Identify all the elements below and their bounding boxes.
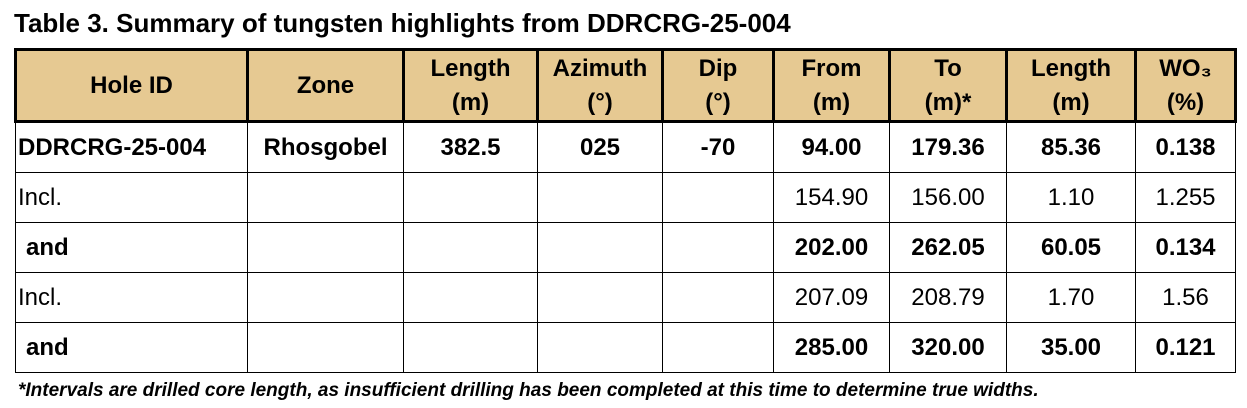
empty-cell (403, 172, 538, 223)
empty-cell (247, 172, 404, 223)
header-line: From (801, 54, 862, 82)
header-line: (m) (1052, 88, 1090, 116)
footnote: *Intervals are drilled core length, as i… (18, 380, 1039, 401)
table-cell: 0.121 (1135, 322, 1236, 373)
table-cell: 208.79 (889, 272, 1007, 323)
empty-cell (662, 272, 774, 323)
table-cell: 202.00 (773, 222, 890, 273)
table-cell: DDRCRG-25-004 (15, 121, 248, 173)
table-cell: and (15, 322, 248, 373)
empty-cell (662, 222, 774, 273)
empty-cell (537, 172, 663, 223)
header-line: (m) (812, 88, 851, 116)
table-row: and 202.00 262.05 60.05 0.134 (15, 222, 1236, 273)
header-line: (%) (1166, 88, 1205, 116)
empty-cell (537, 222, 663, 273)
empty-cell (662, 172, 774, 223)
table-title: Table 3. Summary of tungsten highlights … (14, 8, 791, 38)
table-cell: and (15, 222, 248, 273)
empty-cell (403, 222, 538, 273)
header-line: (°) (705, 88, 731, 116)
header-line: To (934, 54, 962, 82)
table-cell: Incl. (15, 172, 248, 223)
table-row: and 285.00 320.00 35.00 0.121 (15, 322, 1236, 373)
table-cell: 0.138 (1135, 121, 1236, 173)
header-line: Hole ID (90, 71, 173, 99)
table-row: Incl. 207.09 208.79 1.70 1.56 (15, 272, 1236, 323)
header-row: Hole ID Zone Length (m) Azimuth (°) Dip (°) From… (14, 48, 1237, 123)
table-cell: 179.36 (889, 121, 1007, 173)
header-line: Azimuth (552, 54, 648, 82)
table-cell: 025 (537, 121, 663, 173)
header-cell: Zone (246, 48, 405, 123)
empty-cell (662, 322, 774, 373)
header-cell: Azimuth (°) (536, 48, 664, 123)
table-cell: 1.56 (1135, 272, 1236, 323)
empty-cell (537, 322, 663, 373)
table-cell: 60.05 (1006, 222, 1136, 273)
header-line: (°) (587, 88, 613, 116)
header-line: Dip (698, 54, 738, 82)
header-cell: WO₃ (%) (1134, 48, 1237, 123)
header-line: Zone (296, 71, 355, 99)
empty-cell (247, 272, 404, 323)
table-cell: 1.255 (1135, 172, 1236, 223)
table-row: Incl. 154.90 156.00 1.10 1.255 (15, 172, 1236, 223)
header-line: Length (1031, 54, 1111, 82)
table-cell: 154.90 (773, 172, 890, 223)
empty-cell (403, 272, 538, 323)
table-cell: 262.05 (889, 222, 1007, 273)
table-cell: 320.00 (889, 322, 1007, 373)
table-cell: 94.00 (773, 121, 890, 173)
header-cell: Hole ID (14, 48, 249, 123)
table-cell: 156.00 (889, 172, 1007, 223)
table-cell: 1.70 (1006, 272, 1136, 323)
empty-cell (247, 222, 404, 273)
header-cell: Length (m) (1005, 48, 1137, 123)
header-cell: To (m)* (888, 48, 1008, 123)
empty-cell (247, 322, 404, 373)
header-line: (m)* (924, 88, 972, 116)
header-cell: Dip (°) (661, 48, 775, 123)
table-cell: 0.134 (1135, 222, 1236, 273)
table-row: DDRCRG-25-004 Rhosgobel 382.5 025 -70 94.00 17… (15, 121, 1236, 173)
header-cell: Length (m) (402, 48, 539, 123)
empty-cell (537, 272, 663, 323)
data-table: Hole ID Zone Length (m) Azimuth (°) Dip (°) From… (14, 48, 1237, 373)
table-cell: -70 (662, 121, 774, 173)
table-cell: 35.00 (1006, 322, 1136, 373)
table-cell: Rhosgobel (247, 121, 404, 173)
table-cell: Incl. (15, 272, 248, 323)
header-line: (m) (451, 88, 490, 116)
table-cell: 285.00 (773, 322, 890, 373)
header-line: WO₃ (1159, 54, 1212, 82)
table-body: DDRCRG-25-004 Rhosgobel 382.5 025 -70 94.00 17… (15, 121, 1236, 373)
header-line: Length (430, 54, 511, 82)
table-cell: 382.5 (403, 121, 538, 173)
empty-cell (403, 322, 538, 373)
table-cell: 1.10 (1006, 172, 1136, 223)
header-cell: From (m) (772, 48, 891, 123)
table-cell: 207.09 (773, 272, 890, 323)
table-cell: 85.36 (1006, 121, 1136, 173)
